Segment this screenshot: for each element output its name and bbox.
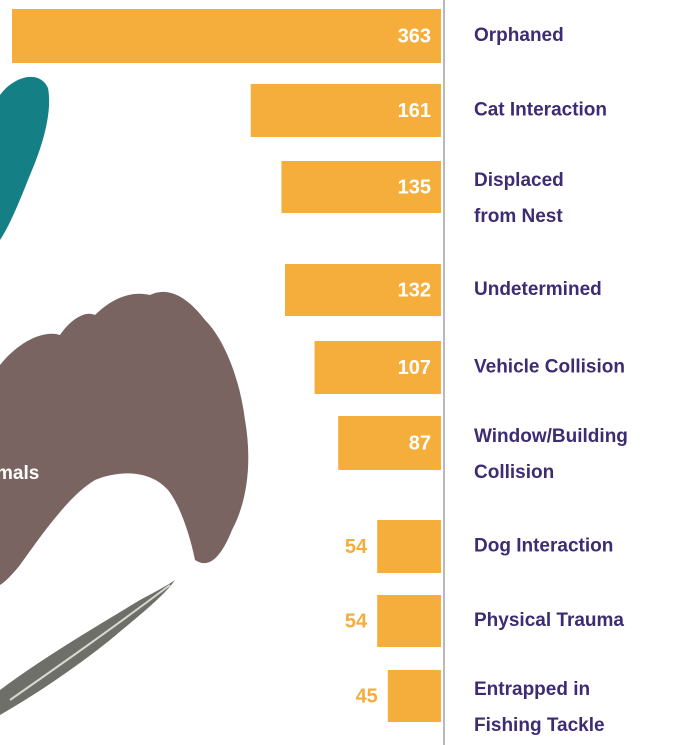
category-label: Dog Interaction	[474, 536, 613, 557]
brown-fur	[0, 292, 248, 585]
category-label: Undetermined	[474, 279, 602, 300]
bar	[377, 595, 441, 647]
value-label: 135	[398, 176, 431, 198]
category-label: Cat Interaction	[474, 100, 607, 121]
value-label: 161	[398, 100, 431, 122]
bar	[377, 520, 441, 573]
value-label: 132	[398, 279, 431, 301]
chart: mals 363 Orphaned 161 Cat Interaction 135 Dis…	[0, 0, 681, 745]
feather-shaft	[10, 585, 170, 700]
value-label: 45	[356, 685, 378, 707]
category-label: Orphaned	[474, 25, 564, 46]
value-label: 363	[398, 25, 431, 47]
value-label: 107	[398, 357, 431, 379]
annotation: mals	[0, 463, 39, 484]
value-label: 54	[345, 536, 368, 558]
category-label: Physical Trauma	[474, 610, 624, 631]
teal-feather	[0, 77, 49, 240]
bar	[12, 9, 441, 63]
bar	[388, 670, 441, 722]
value-label: 87	[409, 432, 431, 454]
value-label: 54	[345, 610, 368, 632]
category-label: Vehicle Collision	[474, 357, 625, 378]
